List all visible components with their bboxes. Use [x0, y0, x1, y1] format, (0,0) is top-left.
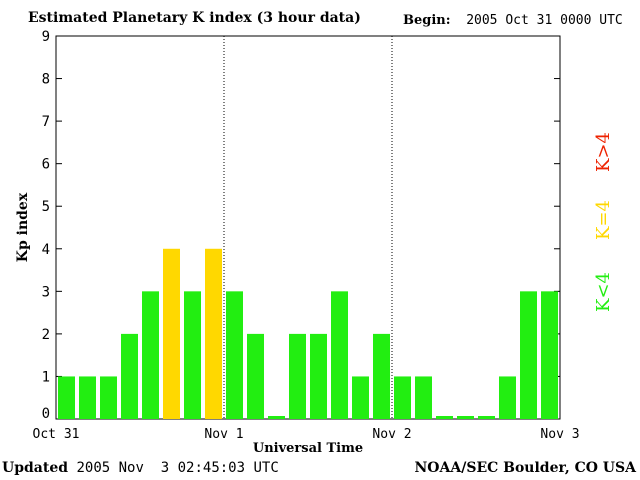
- kp-bar: [247, 333, 264, 419]
- begin-value: 2005 Oct 31 0000 UTC: [466, 13, 623, 28]
- y-tick-label: 2: [42, 327, 50, 343]
- kp-bar: [457, 416, 474, 419]
- kp-bar: [184, 291, 201, 419]
- kp-bar: [436, 416, 453, 419]
- kp-bar: [121, 333, 138, 419]
- y-tick-label: 7: [42, 114, 50, 130]
- updated-label: Updated: [2, 460, 69, 476]
- updated-timestamp: Updated 2005 Nov 3 02:45:03 UTC: [2, 460, 279, 476]
- x-tick-label: Nov 1: [204, 427, 243, 442]
- begin-timestamp: Begin: 2005 Oct 31 0000 UTC: [403, 13, 623, 28]
- y-tick-label: 4: [42, 242, 50, 258]
- chart-title: Estimated Planetary K index (3 hour data…: [28, 10, 361, 26]
- kp-bar: [142, 291, 159, 419]
- kp-bar: [499, 376, 516, 419]
- kp-bar: [58, 376, 75, 419]
- kp-bar: [79, 376, 96, 419]
- x-tick-label: Nov 3: [540, 427, 579, 442]
- kp-bar: [100, 376, 117, 419]
- y-tick-label: 8: [42, 72, 50, 88]
- legend-k-less-4: K<4: [593, 272, 614, 312]
- y-tick-label: 1: [42, 369, 50, 385]
- kp-bar: [310, 333, 327, 419]
- x-tick-label: Nov 2: [372, 427, 411, 442]
- kp-bar: [373, 333, 390, 419]
- kp-bar: [331, 291, 348, 419]
- x-tick-label: Oct 31: [33, 427, 80, 442]
- updated-value: 2005 Nov 3 02:45:03 UTC: [76, 460, 279, 476]
- y-tick-label: 9: [42, 29, 50, 45]
- plot-frame: [55, 35, 561, 420]
- kp-bar: [226, 291, 243, 419]
- kp-bar: [268, 416, 285, 419]
- kp-bar: [352, 376, 369, 419]
- source-credit: NOAA/SEC Boulder, CO USA: [414, 460, 637, 476]
- y-tick-label: 3: [42, 284, 50, 300]
- kp-bar: [478, 416, 495, 419]
- y-tick-label: 0: [42, 406, 50, 422]
- kp-bar: [520, 291, 537, 419]
- legend-k-equal-4: K=4: [593, 200, 614, 240]
- y-tick-label: 5: [42, 199, 50, 215]
- legend-k-greater-4: K>4: [593, 132, 614, 172]
- x-axis-label: Universal Time: [253, 441, 363, 456]
- y-axis-label: Kp index: [15, 192, 31, 262]
- kp-bar: [163, 248, 180, 419]
- kp-bar: [205, 248, 222, 419]
- kp-bar: [541, 291, 558, 419]
- y-tick-label: 6: [42, 157, 50, 173]
- kp-bar: [394, 376, 411, 419]
- kp-bar: [415, 376, 432, 419]
- kp-bar: [289, 333, 306, 419]
- begin-label: Begin:: [403, 13, 451, 28]
